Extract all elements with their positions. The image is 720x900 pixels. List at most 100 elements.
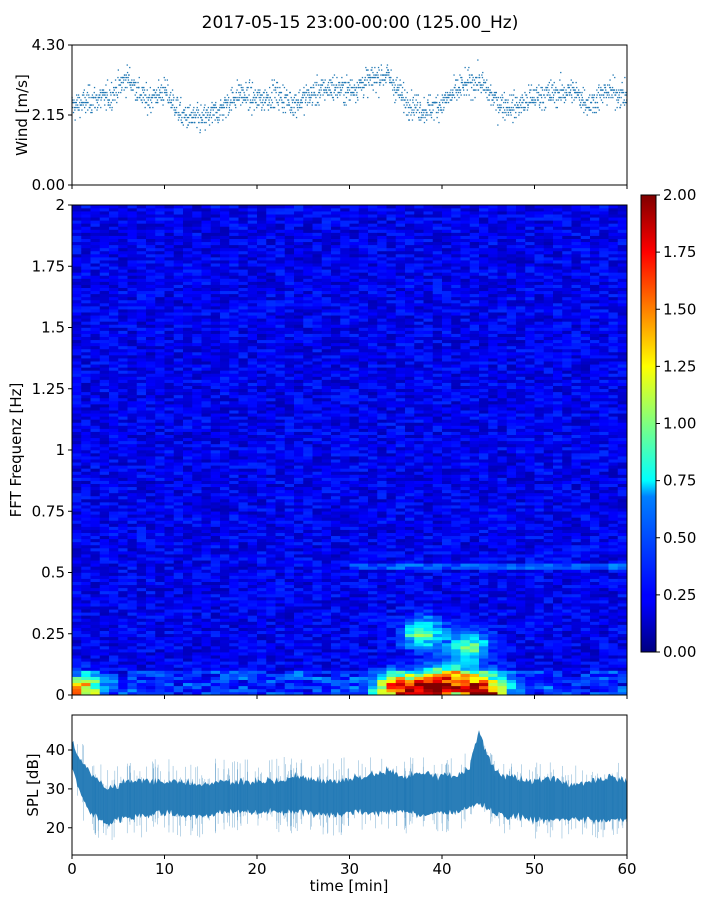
spectrogram-cell [146, 229, 156, 233]
spectrogram-cell [81, 324, 91, 328]
spectrogram-cell [247, 560, 258, 564]
spectrogram-cell [210, 345, 221, 350]
spectrogram-cell [109, 505, 119, 509]
spectrogram-cell [247, 655, 258, 659]
wind-point [109, 106, 111, 109]
spectrogram-cell [99, 327, 110, 331]
wind-point [159, 91, 162, 94]
spectrogram-cell [90, 205, 101, 209]
spectrogram-cell [136, 468, 147, 472]
spectrogram-cell [127, 587, 138, 592]
spectrogram-cell [201, 241, 212, 246]
spectrogram-cell [183, 293, 193, 298]
spectrogram-cell [81, 244, 91, 249]
spectrogram-cell [164, 367, 175, 371]
spectrogram-cell [72, 410, 82, 414]
wind-point [199, 131, 201, 134]
spectrogram-cell [247, 685, 258, 690]
spectrogram-cell [99, 446, 110, 451]
spectrogram-cell [81, 624, 91, 628]
spectrogram-cell [210, 688, 221, 693]
spectrogram-cell [192, 581, 202, 586]
spectrogram-cell [164, 208, 175, 212]
wind-point [559, 89, 561, 91]
spectrogram-cell [81, 278, 91, 282]
spectrogram-cell [155, 477, 165, 481]
wind-point [453, 74, 455, 76]
spectrogram-cell [229, 477, 239, 481]
spectrogram-cell [220, 600, 230, 604]
spectrogram-cell [229, 364, 239, 368]
wind-point [620, 96, 622, 99]
spectrogram-cell [109, 572, 119, 576]
spectrogram-cell [201, 269, 212, 273]
spectrogram-cell [201, 489, 212, 494]
wind-point [112, 91, 114, 94]
wind-point [375, 76, 377, 79]
wind-point [608, 94, 610, 96]
wind-point [423, 96, 425, 99]
spectrogram-cell [210, 520, 221, 524]
spectrogram-cell [90, 373, 101, 377]
spectrogram-cell [127, 661, 138, 665]
spectrogram-cell [81, 459, 91, 463]
spectrogram-cell [164, 459, 175, 463]
spectrogram-cell [201, 385, 212, 390]
spectrogram-cell [173, 220, 184, 224]
spectrogram-cell [173, 345, 184, 350]
wind-point [85, 111, 87, 114]
wind-point [273, 79, 275, 81]
wind-point [407, 114, 409, 116]
wind-point [83, 94, 85, 96]
spectrogram-cell [229, 667, 239, 671]
spectrogram-cell [155, 615, 165, 619]
wind-point [617, 96, 619, 99]
spectrogram-cell [90, 397, 101, 402]
wind-point [466, 81, 468, 84]
spectrogram-cell [164, 609, 175, 613]
spectrogram-cell [247, 633, 258, 638]
wind-point [460, 94, 462, 96]
spectrogram-cell [220, 471, 230, 475]
spectrogram-cell [118, 649, 128, 653]
spectrogram-cell [164, 649, 175, 653]
wind-point [356, 94, 358, 96]
wind-point [403, 104, 405, 106]
wind-point [240, 84, 242, 86]
spectrogram-cell [127, 477, 138, 481]
spectrogram-cell [229, 422, 239, 426]
spectrogram-cell [201, 655, 212, 659]
spectrogram-cell [155, 352, 165, 356]
spectrogram-cell [192, 284, 202, 288]
spectrogram-cell [164, 489, 175, 494]
spectrogram-cell [183, 630, 193, 635]
wind-point [268, 99, 270, 101]
spectrogram-cell [164, 211, 175, 215]
spectrogram-cell [72, 278, 82, 282]
spectrogram-cell [90, 388, 101, 393]
spectrogram-cell [201, 557, 212, 561]
wind-point [371, 76, 373, 79]
spectrogram-cell [155, 260, 165, 264]
wind-point [499, 106, 501, 109]
spectrogram-cell [118, 505, 128, 509]
spectrogram-cell [192, 557, 202, 561]
wind-point [442, 99, 444, 101]
spectrogram-cell [136, 633, 147, 638]
wind-point [334, 86, 336, 89]
spectrogram-cell [118, 627, 128, 631]
spectrogram-cell [247, 312, 258, 316]
spectrogram-cell [109, 220, 119, 224]
spectrogram-cell [146, 309, 156, 313]
spectrogram-cell [238, 511, 249, 515]
wind-point [249, 99, 252, 101]
spectrogram-cell [229, 499, 239, 503]
wind-point [555, 99, 558, 101]
wind-point [435, 111, 438, 114]
wind-point [326, 91, 328, 94]
wind-point [203, 106, 205, 109]
spectrogram-cell [247, 290, 258, 295]
wind-point [624, 94, 626, 96]
spectrogram-cell [192, 250, 202, 255]
spectrogram-cell [136, 471, 147, 475]
